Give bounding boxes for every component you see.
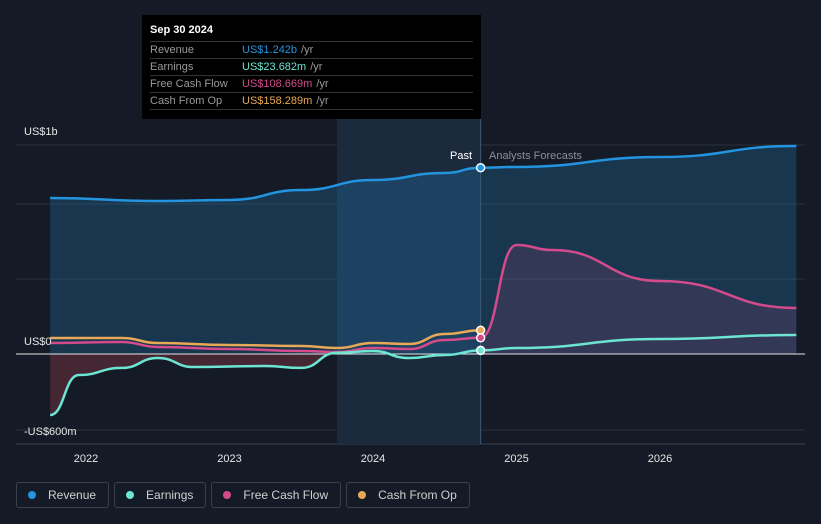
earnings-negative-area [50,352,338,416]
tooltip-value: US$23.682m [242,61,307,73]
tooltip-row-fcf: Free Cash Flow US$108.669m/yr [150,76,473,93]
forecast-label: Analysts Forecasts [489,150,582,162]
y-tick-label: US$0 [24,336,52,348]
tooltip-unit: /yr [316,95,329,107]
cfo-dot-icon [358,491,367,499]
legend-cfo[interactable]: Cash From Op [346,482,470,508]
revenue-line [50,144,797,203]
cfo-line [50,329,481,350]
legend-earnings[interactable]: Earnings [114,482,207,508]
tooltip-unit: /yr [301,44,314,56]
legend-label: Revenue [48,488,97,502]
tooltip-label: Cash From Op [150,95,223,107]
x-tick-label: 2024 [361,453,385,465]
legend-revenue[interactable]: Revenue [16,482,110,508]
revenue-dot-icon [28,491,36,499]
tooltip-unit: /yr [316,78,329,90]
x-tick-label: 2026 [648,453,672,465]
y-tick-label: US$1b [24,126,58,138]
tooltip-row-cfo: Cash From Op US$158.289m/yr [150,93,473,110]
legend-label: Cash From Op [378,488,457,502]
legend-label: Free Cash Flow [243,488,329,502]
tooltip-value: US$1.242b [242,44,298,56]
tooltip-row-earnings: Earnings US$23.682m/yr [150,59,473,76]
tooltip-unit: /yr [310,61,323,73]
legend-fcf[interactable]: Free Cash Flow [211,482,342,508]
x-tick-label: 2022 [74,453,98,465]
past-label: Past [450,150,473,162]
fcf-point [475,333,486,343]
legend: Revenue Earnings Free Cash Flow Cash Fro… [16,482,470,508]
tooltip-row-revenue: Revenue US$1.242b/yr [150,42,473,59]
x-tick-label: 2023 [217,453,241,465]
revenue-point [475,162,486,173]
tooltip-label: Free Cash Flow [150,78,228,90]
tooltip-value: US$158.289m [242,95,313,107]
tooltip: Sep 30 2024 Revenue US$1.242b/yr Earnings… [142,15,481,119]
tooltip-label: Earnings [150,61,194,73]
fcf-line [50,243,797,354]
fcf-dot-icon [223,491,232,499]
earnings-dot-icon [126,491,135,499]
revenue-area [50,145,797,354]
tooltip-label: Revenue [150,44,195,56]
tooltip-date: Sep 30 2024 [150,24,473,42]
earnings-line [49,333,797,417]
fcf-forecast-area [480,244,797,354]
x-tick-label: 2025 [504,453,528,465]
tooltip-value: US$108.669m [242,78,313,90]
earnings-point [475,345,486,356]
y-tick-label: -US$600m [24,426,77,438]
legend-label: Earnings [146,488,194,502]
